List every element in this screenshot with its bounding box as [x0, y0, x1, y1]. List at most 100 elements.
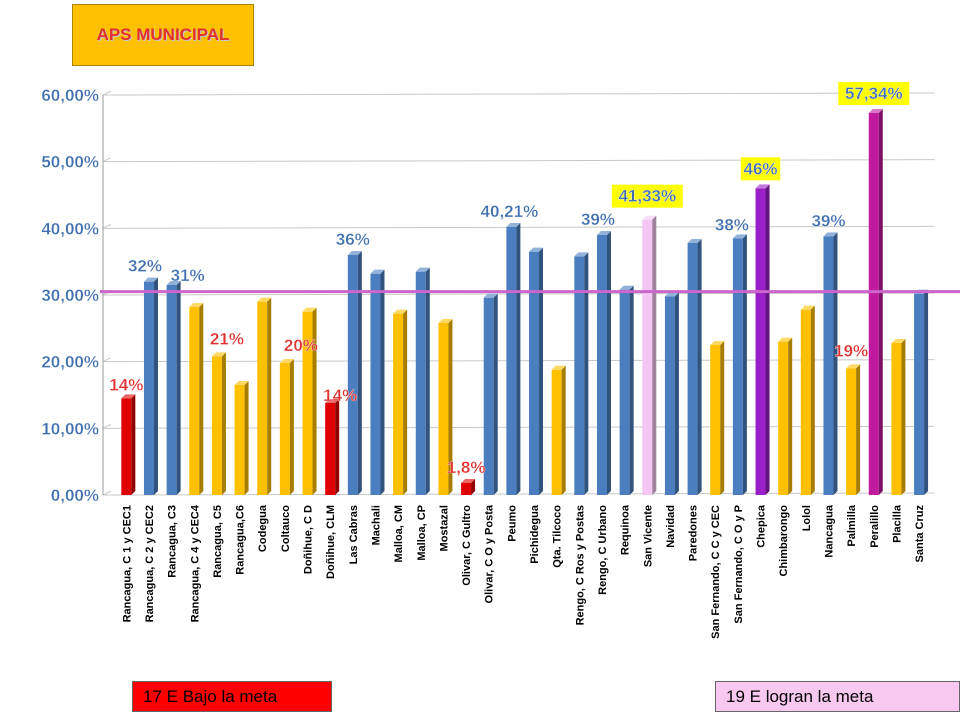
bar-side [199, 303, 204, 495]
data-label: 39% [581, 210, 615, 229]
bar [800, 305, 815, 495]
bar-side [652, 215, 657, 495]
bar-front [234, 385, 245, 495]
x-tick-label: Olivar, C Gultro [461, 505, 473, 586]
data-label-text: 57,34% [845, 84, 903, 103]
bar-top [347, 251, 362, 255]
x-tick-label: Palmilla [846, 504, 858, 546]
y-tick-label: 10,00% [41, 419, 99, 438]
bar-top [732, 234, 747, 239]
x-tick-label: Requinoa [620, 504, 632, 555]
bar-front [257, 301, 268, 495]
bar-top [891, 339, 906, 343]
x-tick-label: Nancagua [823, 504, 835, 557]
bar [166, 281, 181, 495]
bar-top [551, 365, 566, 370]
bar-front [121, 398, 132, 495]
bar [279, 359, 294, 495]
bar [755, 184, 770, 496]
bar-front [778, 341, 789, 495]
bar-front [461, 483, 472, 495]
bar [551, 365, 566, 495]
bar-top [302, 307, 317, 312]
bar-top [800, 305, 815, 310]
legend-below-target: 17 E Bajo la meta [132, 681, 332, 712]
bar [347, 251, 362, 495]
bar-top [574, 252, 589, 257]
y-tick-label: 40,00% [41, 219, 99, 238]
y-tick-label: 20,00% [41, 353, 99, 372]
bar-top [121, 394, 136, 399]
bar-top [506, 223, 521, 227]
data-label-text: 1,8% [447, 458, 486, 477]
bar-side [539, 247, 544, 495]
bar-front [800, 309, 811, 495]
bar-top [166, 281, 181, 285]
bar-front [891, 343, 902, 495]
gridline-depth [102, 223, 112, 229]
bar [302, 307, 317, 495]
bar-side [606, 231, 611, 495]
bar [370, 269, 385, 495]
x-tick-label: Chepica [756, 504, 768, 548]
bar-top [687, 239, 702, 243]
bar-front [619, 289, 630, 495]
bar-top [257, 297, 272, 302]
bar-front [823, 236, 834, 496]
bar-side [516, 223, 521, 495]
bar-front [438, 323, 449, 495]
x-tick-label: Santa Cruz [914, 505, 926, 563]
data-label-text: 21% [210, 329, 244, 348]
y-axis: 0,00% 10,00% 20,00% 30,00% 40,00% 50,00% 60,00… [41, 86, 104, 505]
bar-side [380, 269, 385, 495]
bar-side [697, 239, 702, 495]
bar-side [765, 184, 770, 496]
x-tick-label: Machali [370, 505, 382, 545]
x-tick-label: Rancagua, C5 [212, 505, 224, 578]
x-tick-label: Coltauco [280, 505, 292, 552]
bar [846, 364, 861, 495]
bar-top [778, 337, 793, 342]
gridline-depth [102, 490, 112, 496]
bar-side [221, 352, 226, 495]
bar [664, 292, 679, 495]
gridline-depth [102, 157, 112, 163]
data-label-text: 14% [323, 386, 357, 405]
bar-side [561, 365, 566, 495]
bar-front [574, 256, 585, 495]
data-label-text: 39% [581, 210, 615, 229]
bar-top [710, 341, 725, 345]
bar-top [755, 184, 770, 189]
x-tick-label: Paredones [688, 505, 700, 561]
bar-side [742, 234, 747, 496]
data-label: 57,34% [838, 82, 910, 105]
bar-top [415, 267, 430, 272]
data-label: 21% [210, 329, 244, 348]
bar-side [153, 277, 158, 495]
bar [415, 267, 430, 495]
bar-top [596, 231, 611, 235]
x-tick-label: Codegua [257, 504, 269, 552]
x-tick-label: Doñihue, CLM [325, 505, 337, 579]
bar-chart: 0,00% 10,00% 20,00% 30,00% 40,00% 50,00% 60,00… [41, 82, 960, 639]
x-tick-label: Las Cabras [348, 505, 360, 564]
bar [687, 239, 702, 495]
bar-front [642, 219, 653, 495]
bar-front [347, 255, 358, 495]
legend-meet-target: 19 E logran la meta [715, 681, 960, 712]
bar-side [403, 309, 408, 495]
data-label: 39% [811, 211, 845, 230]
data-labels: 14%32% 31%21% 20%14%36%1,8%40,21% 39%41,33%… [109, 82, 910, 477]
x-tick-label: Navidad [665, 505, 677, 548]
x-tick-label: Rengo, C Ros y Postas [574, 505, 586, 625]
bar-front [415, 271, 426, 495]
bars [121, 109, 929, 496]
bar-front [370, 273, 381, 495]
bar-side [267, 297, 272, 495]
chart-title: APS MUNICIPAL [96, 25, 230, 44]
bar-front [143, 281, 154, 495]
bar-side [131, 394, 136, 495]
x-tick-label: Peralillo [869, 505, 881, 548]
x-tick-label: Rancagua, C 2 y CEC2 [144, 505, 156, 622]
bar-top [438, 319, 453, 323]
